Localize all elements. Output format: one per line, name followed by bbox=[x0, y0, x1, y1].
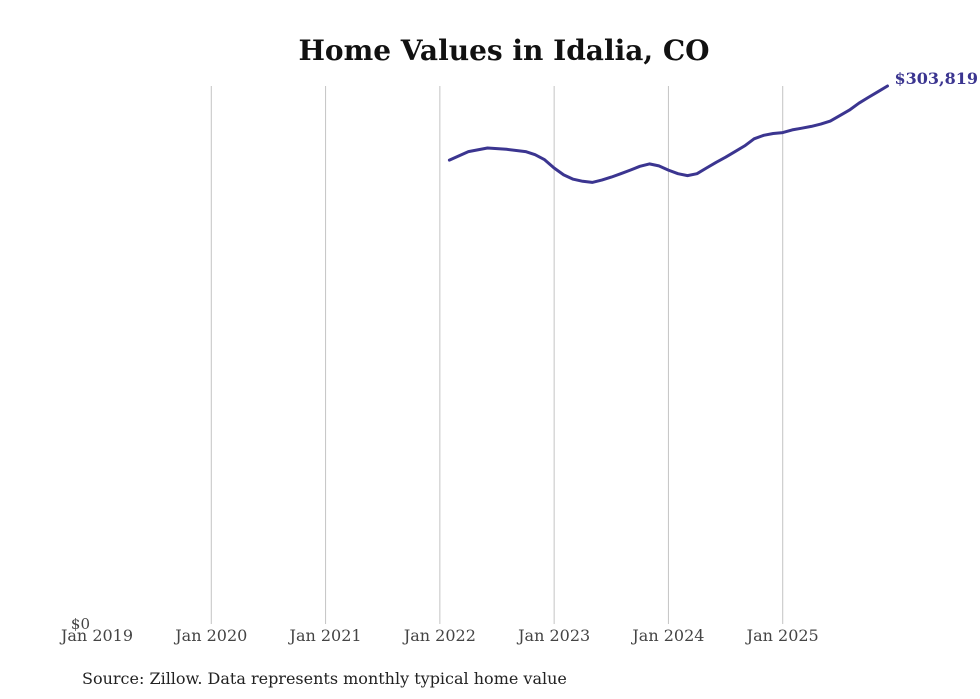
x-tick-label: Jan 2025 bbox=[745, 626, 819, 645]
x-tick-label: Jan 2021 bbox=[288, 626, 362, 645]
x-axis-ticks: Jan 2019 Jan 2020 Jan 2021 Jan 2022 Jan 2023… bbox=[59, 626, 819, 645]
end-value-label: $303,819 bbox=[895, 69, 979, 88]
y-tick-label: $0 bbox=[71, 615, 90, 633]
grid-lines bbox=[210, 86, 784, 624]
series-layer bbox=[447, 84, 889, 184]
chart-title: Home Values in Idalia, CO bbox=[298, 34, 709, 67]
x-tick-label: Jan 2024 bbox=[630, 626, 704, 645]
x-tick-label: Jan 2019 bbox=[59, 626, 133, 645]
x-tick-label: Jan 2020 bbox=[173, 626, 247, 645]
y-axis-ticks: $0 bbox=[71, 615, 90, 633]
series-line bbox=[447, 84, 889, 184]
x-tick-label: Jan 2022 bbox=[402, 626, 476, 645]
source-note: Source: Zillow. Data represents monthly … bbox=[82, 669, 567, 688]
x-tick-label: Jan 2023 bbox=[516, 626, 590, 645]
